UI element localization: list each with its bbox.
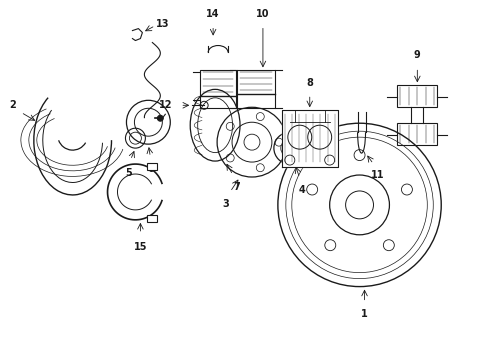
Text: 5: 5 [125,168,132,178]
Text: 3: 3 [222,199,229,209]
Text: 9: 9 [413,50,420,60]
Text: 11: 11 [370,170,384,180]
Bar [147,215,157,222]
Bar [397,85,436,107]
Text: 12: 12 [159,100,172,110]
Circle shape [157,115,163,121]
Text: 7: 7 [233,182,240,192]
Bar [397,123,436,145]
Text: 10: 10 [256,9,269,19]
Text: 13: 13 [155,19,169,28]
Text: 4: 4 [298,185,305,195]
Bar [237,71,274,108]
Polygon shape [281,110,337,167]
Text: 15: 15 [133,242,147,252]
Bar [147,163,157,170]
Text: 2: 2 [9,100,16,110]
Bar [200,71,236,108]
Text: 8: 8 [305,78,312,88]
Text: 6: 6 [147,164,153,174]
Text: 14: 14 [206,9,220,19]
Text: 1: 1 [361,310,367,319]
